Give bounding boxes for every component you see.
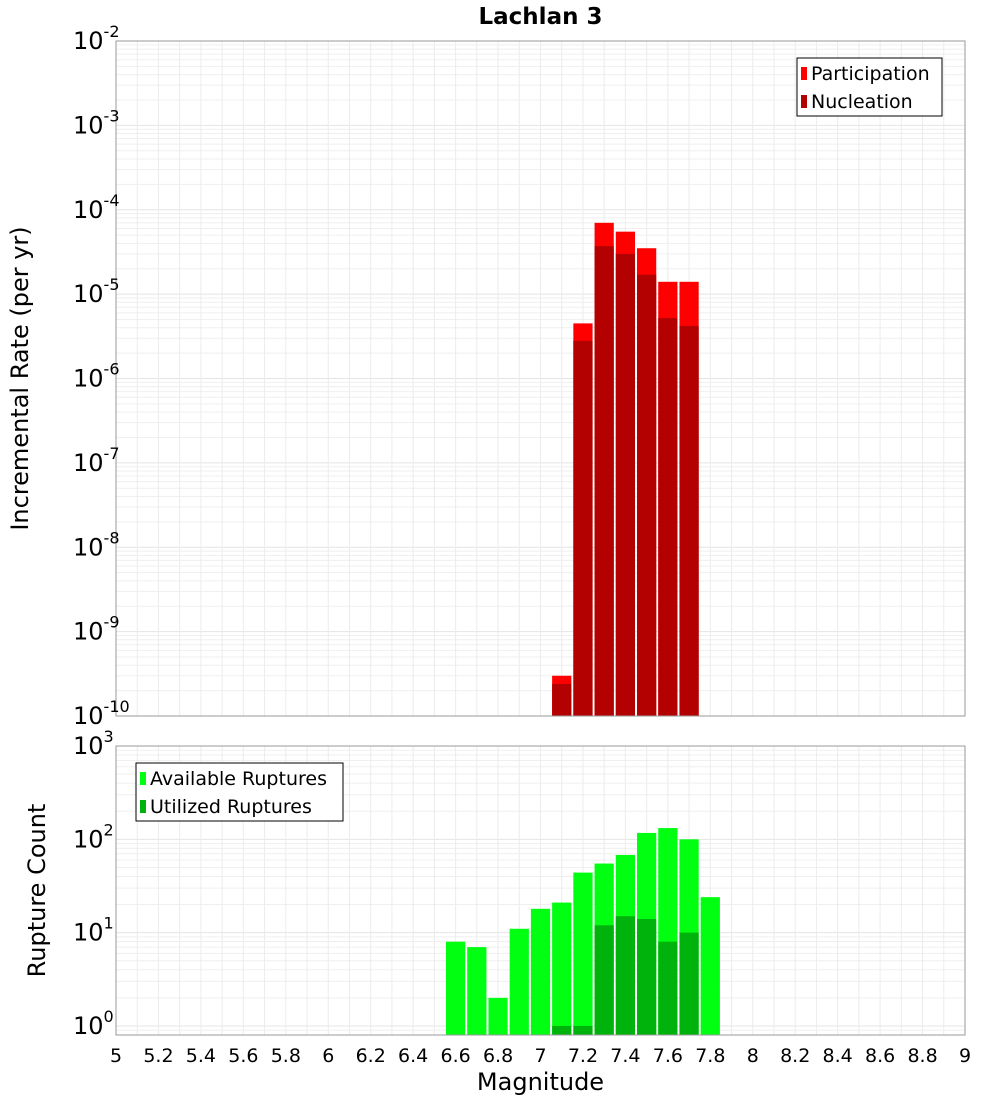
legend-swatch [801,95,807,108]
plot-border-2 [115,745,966,1036]
bar-utilized-ruptures-7.6 [658,941,678,1035]
y-tick-label: 101 [73,914,114,947]
bar-nucleation-7.4 [615,253,636,716]
legend-box-1 [796,57,943,117]
x-tick-label: 7.8 [695,1045,725,1067]
bar-nucleation-7.5 [637,274,657,716]
legend-swatch [140,772,146,785]
x-tick-label: 6.4 [398,1045,428,1067]
y-tick-label: 10-10 [73,697,130,730]
x-axis-title: Magnitude [477,1068,604,1096]
x-tick-label: 8.8 [907,1045,937,1067]
x-tick-label: 6.2 [356,1045,386,1067]
bar-utilized-ruptures-7.4 [615,916,636,1035]
x-tick-label: 9 [959,1045,971,1067]
y-tick-label: 103 [73,727,114,760]
x-tick-label: 7 [534,1045,546,1067]
bar-utilized-ruptures-7.2 [573,1025,593,1035]
chart-title: Lachlan 3 [479,4,603,30]
legend-label: Available Ruptures [150,768,327,790]
y-tick-label: 10-7 [73,444,120,477]
y-axis-title-2: Rupture Count [23,804,51,978]
x-tick-label: 8.4 [823,1045,853,1067]
x-tick-label: 8.6 [865,1045,895,1067]
bar-available-ruptures-7.1 [552,902,572,1035]
plot-border-1 [115,40,966,717]
bar-available-ruptures-7.2 [573,872,593,1035]
y-tick-label: 10-4 [73,191,120,224]
x-tick-label: 5.2 [143,1045,173,1067]
y-tick-label: 10-2 [73,22,120,55]
y-tick-label: 10-3 [73,106,120,139]
x-tick-label: 6.8 [483,1045,513,1067]
y-tick-label: 10-9 [73,613,120,646]
x-tick-label: 7.2 [568,1045,598,1067]
x-tick-label: 5.6 [228,1045,258,1067]
x-tick-label: 6.6 [440,1045,470,1067]
bar-utilized-ruptures-7.7 [679,932,699,1035]
bar-available-ruptures-6.9 [509,928,529,1035]
x-tick-label: 8 [747,1045,759,1067]
legend-label: Participation [811,63,930,85]
y-tick-label: 10-6 [73,360,120,393]
x-tick-label: 5.4 [186,1045,216,1067]
x-tick-label: 7.4 [610,1045,640,1067]
bar-nucleation-7.6 [658,318,678,716]
bar-nucleation-7.3 [594,246,614,716]
y-axis-title-1: Incremental Rate (per yr) [6,226,34,530]
legend-box-2 [135,762,344,822]
legend-swatch [140,800,146,813]
x-tick-label: 5.8 [271,1045,301,1067]
y-tick-label: 10-5 [73,275,120,308]
y-tick-label: 102 [73,820,114,853]
bar-available-ruptures-6.6 [445,941,466,1035]
bar-available-ruptures-7.8 [700,897,720,1035]
bar-utilized-ruptures-7.5 [637,919,657,1035]
legend-label: Nucleation [811,91,913,113]
y-tick-label: 10-8 [73,528,120,561]
x-tick-label: 7.6 [653,1045,683,1067]
legend-swatch [801,67,807,80]
bar-nucleation-7.1 [552,683,572,716]
y-tick-label: 100 [73,1007,114,1040]
bar-available-ruptures-6.7 [467,947,487,1035]
bar-utilized-ruptures-7.1 [552,1025,572,1035]
x-tick-label: 8.2 [780,1045,810,1067]
bar-available-ruptures-6.8 [488,997,508,1035]
bar-available-ruptures-7.0 [530,908,551,1035]
legend-label: Utilized Ruptures [150,796,312,818]
x-tick-label: 6 [322,1045,334,1067]
x-tick-label: 5 [110,1045,122,1067]
bar-nucleation-7.7 [679,325,699,716]
bar-utilized-ruptures-7.3 [594,925,614,1035]
bar-nucleation-7.2 [573,340,593,716]
